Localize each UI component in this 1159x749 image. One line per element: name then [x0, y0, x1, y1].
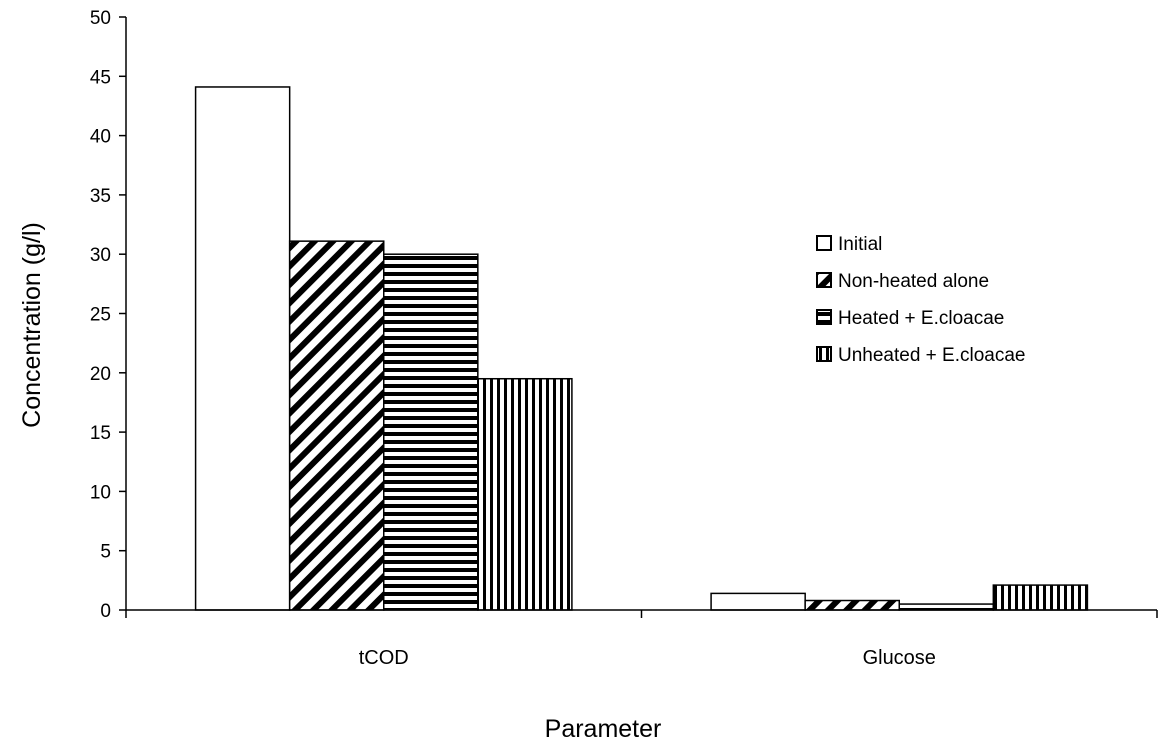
legend-swatch-unheated-e-cloacae	[816, 346, 832, 362]
legend-swatch-initial	[816, 235, 832, 251]
y-tick-label: 30	[90, 245, 111, 266]
legend-label-initial: Initial	[838, 234, 882, 255]
bar-glucose-heated-e-cloacae	[898, 603, 995, 611]
bar-glucose-initial	[710, 592, 806, 611]
x-category-label: tCOD	[359, 647, 409, 669]
axes-group: 0 5 10 15 20 25 30 35 40 45 50 tCOD Glucose	[90, 8, 1158, 669]
legend-swatch-non-heated-alone	[816, 272, 832, 288]
bar-tcod-non-heated-alone	[288, 240, 385, 611]
bar-tcod-initial	[194, 86, 291, 611]
y-tick-label: 10	[90, 482, 111, 503]
y-tick-label: 5	[100, 542, 111, 563]
legend-label-unheated-e-cloacae: Unheated + E.cloacae	[838, 345, 1026, 366]
x-category-label: Glucose	[863, 647, 936, 669]
y-tick-label: 15	[90, 423, 111, 444]
x-ticks: tCOD Glucose	[125, 610, 1158, 669]
bar-tcod-heated-e-cloacae	[383, 253, 479, 611]
bar-glucose-non-heated-alone	[804, 599, 901, 611]
x-axis-title: Parameter	[545, 715, 662, 743]
y-tick-label: 20	[90, 364, 111, 385]
y-ticks: 0 5 10 15 20 25 30 35 40 45 50	[90, 8, 126, 622]
legend-label-heated-e-cloacae: Heated + E.cloacae	[838, 308, 1004, 329]
legend-swatch-heated-e-cloacae	[816, 309, 832, 325]
y-tick-label: 50	[90, 8, 111, 29]
legend-label-non-heated-alone: Non-heated alone	[838, 271, 989, 292]
y-tick-label: 25	[90, 305, 111, 326]
y-tick-label: 35	[90, 186, 111, 207]
y-axis-title: Concentration (g/l)	[18, 222, 46, 428]
y-tick-label: 40	[90, 127, 111, 148]
bar-glucose-unheated-e-cloacae	[992, 584, 1089, 611]
y-tick-label: 0	[100, 601, 111, 622]
bars-group	[194, 86, 1089, 611]
legend: Initial Non-heated alone Heated + E.cloaca…	[816, 234, 1026, 366]
bar-tcod-unheated-e-cloacae	[477, 377, 573, 611]
y-tick-label: 45	[90, 67, 111, 88]
